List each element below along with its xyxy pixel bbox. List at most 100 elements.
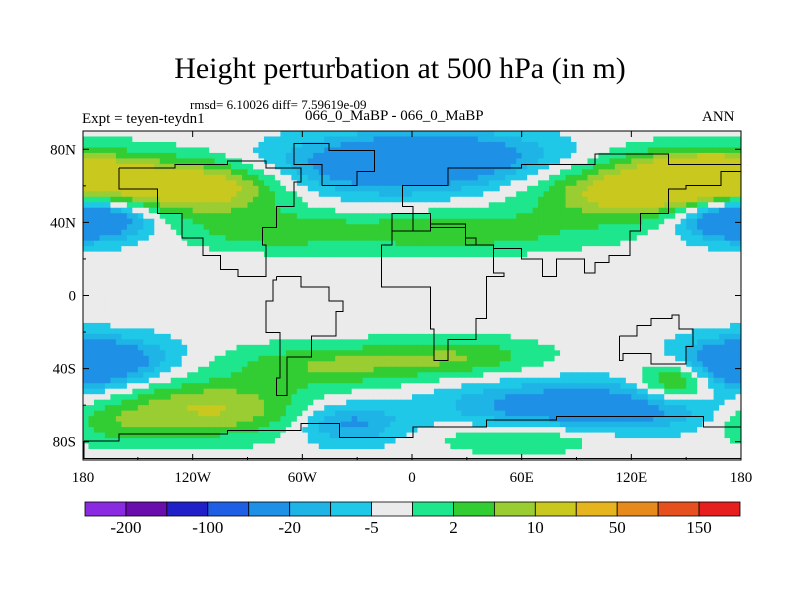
field-cell <box>724 350 731 357</box>
field-cell <box>340 180 347 187</box>
field-cell <box>669 268 676 275</box>
field-cell <box>543 218 550 225</box>
field-cell <box>274 152 281 160</box>
field-cell <box>280 235 287 242</box>
field-cell <box>104 273 112 280</box>
field-cell <box>527 317 534 324</box>
field-cell <box>379 300 386 308</box>
field-cell <box>225 290 232 297</box>
field-cell <box>115 131 122 138</box>
field-cell <box>209 273 216 280</box>
field-cell <box>598 196 605 203</box>
field-cell <box>477 344 484 351</box>
field-cell <box>159 131 166 138</box>
field-cell <box>148 174 155 181</box>
field-cell <box>88 350 95 357</box>
field-cell <box>724 180 731 187</box>
field-cell <box>362 273 369 280</box>
field-cell <box>614 251 621 258</box>
field-cell <box>401 207 408 214</box>
field-cell <box>351 328 358 335</box>
field-cell <box>636 185 643 192</box>
field-cell <box>560 191 567 198</box>
field-cell <box>422 333 430 340</box>
field-cell <box>401 213 408 220</box>
field-cell <box>263 279 271 286</box>
field-cell <box>603 344 610 351</box>
field-cell <box>170 235 177 242</box>
field-cell <box>554 141 561 149</box>
field-cell <box>137 246 144 253</box>
field-cell <box>735 213 741 220</box>
field-cell <box>713 257 720 264</box>
field-cell <box>565 240 572 247</box>
field-cell <box>390 235 397 242</box>
field-cell <box>335 141 342 149</box>
field-cell <box>406 180 413 187</box>
field-cell <box>170 355 177 362</box>
field-cell <box>554 300 561 308</box>
field-cell <box>384 317 391 324</box>
field-cell <box>357 317 364 324</box>
field-cell <box>263 174 271 181</box>
field-cell <box>422 268 430 275</box>
field-cell <box>214 268 221 275</box>
field-cell <box>620 333 627 340</box>
field-cell <box>581 262 589 269</box>
field-cell <box>285 174 292 181</box>
field-cell <box>110 202 117 209</box>
field-cell <box>340 131 347 138</box>
field-cell <box>274 202 281 209</box>
field-cell <box>368 163 375 170</box>
field-cell <box>609 344 616 351</box>
field-cell <box>176 333 183 340</box>
field-cell <box>494 306 501 313</box>
field-cell <box>444 185 451 192</box>
field-cell <box>565 279 572 286</box>
field-cell <box>373 174 380 181</box>
field-cell <box>466 196 473 203</box>
field-cell <box>455 235 462 242</box>
field-cell <box>631 268 638 275</box>
field-cell <box>390 333 397 340</box>
field-cell <box>494 185 501 192</box>
field-cell <box>280 257 287 264</box>
field-cell <box>99 322 106 329</box>
field-cell <box>99 229 106 236</box>
field-cell <box>170 350 177 357</box>
field-cell <box>675 202 682 209</box>
field-cell <box>587 279 594 286</box>
field-cell <box>730 251 737 258</box>
field-cell <box>88 290 95 297</box>
field-cell <box>313 339 320 346</box>
field-cell <box>658 290 665 297</box>
field-cell <box>549 202 556 209</box>
field-cell <box>313 246 320 253</box>
field-cell <box>115 213 122 220</box>
field-cell <box>121 311 128 319</box>
field-cell <box>730 257 737 264</box>
field-cell <box>390 311 397 319</box>
field-cell <box>455 300 462 308</box>
field-cell <box>571 339 578 346</box>
field-cell <box>554 306 561 313</box>
field-cell <box>110 251 117 258</box>
field-cell <box>713 213 720 220</box>
field-cell <box>187 213 194 220</box>
field-cell <box>280 229 287 236</box>
field-cell <box>291 262 298 269</box>
field-cell <box>203 229 210 236</box>
field-cell <box>461 131 468 138</box>
field-cell <box>357 229 364 236</box>
field-cell <box>455 339 462 346</box>
field-cell <box>296 196 303 203</box>
field-cell <box>379 131 386 138</box>
field-cell <box>318 328 325 335</box>
field-cell <box>576 152 583 160</box>
field-cell <box>466 131 473 138</box>
field-cell <box>592 240 600 247</box>
field-cell <box>719 339 726 346</box>
field-cell <box>664 339 671 346</box>
field-cell <box>653 147 660 154</box>
field-cell <box>642 333 649 340</box>
